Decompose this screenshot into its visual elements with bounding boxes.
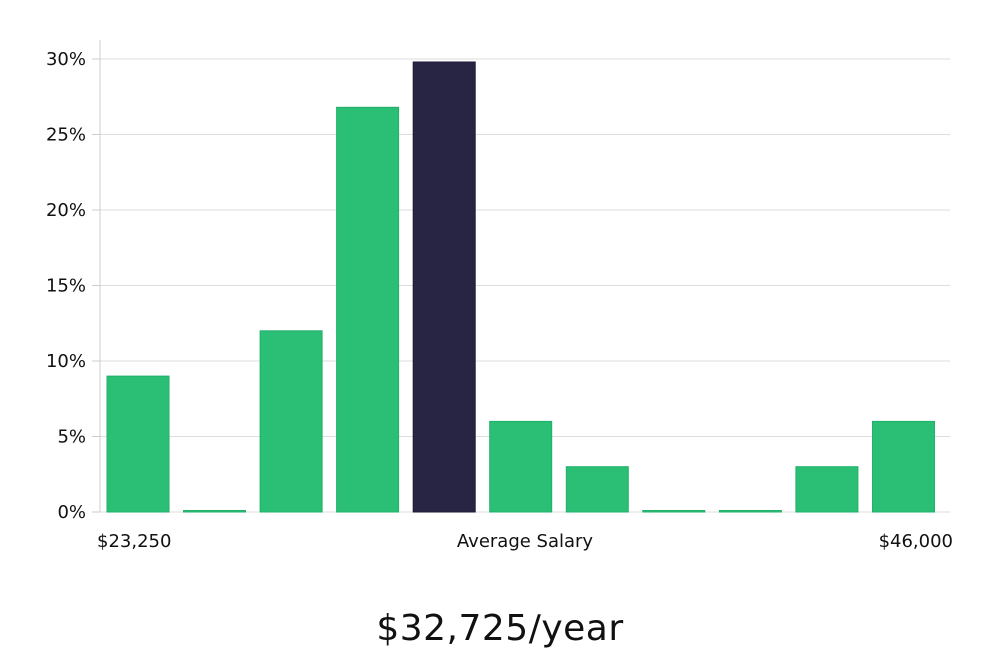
y-tick-label: 5%: [57, 427, 86, 448]
y-tick-label: 10%: [46, 351, 86, 372]
x-range-start-label: $23,250: [97, 531, 171, 552]
x-center-label: Average Salary: [457, 531, 594, 552]
y-tick-labels: 0% 5% 10% 15% 20% 25% 30%: [46, 49, 86, 523]
salary-headline: $32,725/year: [376, 608, 624, 649]
y-tick-label: 30%: [46, 49, 86, 70]
y-tick-label: 20%: [46, 200, 86, 221]
bar: [106, 375, 170, 513]
bar: [183, 510, 246, 513]
bar: [489, 420, 553, 513]
y-tick-label: 15%: [46, 276, 86, 297]
gridlines: [92, 58, 950, 513]
bar: [336, 106, 400, 513]
bar: [718, 510, 782, 513]
bar: [642, 510, 706, 513]
bars: [106, 61, 935, 513]
bar: [565, 466, 629, 513]
y-tick-label: 25%: [46, 125, 86, 146]
y-tick-label: 0%: [57, 502, 86, 523]
bar-average-salary: [412, 61, 476, 513]
bar: [795, 466, 859, 513]
salary-histogram: 0% 5% 10% 15% 20% 25% 30% $23,250 Average Sala…: [46, 40, 953, 552]
x-range-end-label: $46,000: [879, 531, 953, 552]
bar: [259, 330, 323, 513]
bar: [872, 420, 935, 513]
